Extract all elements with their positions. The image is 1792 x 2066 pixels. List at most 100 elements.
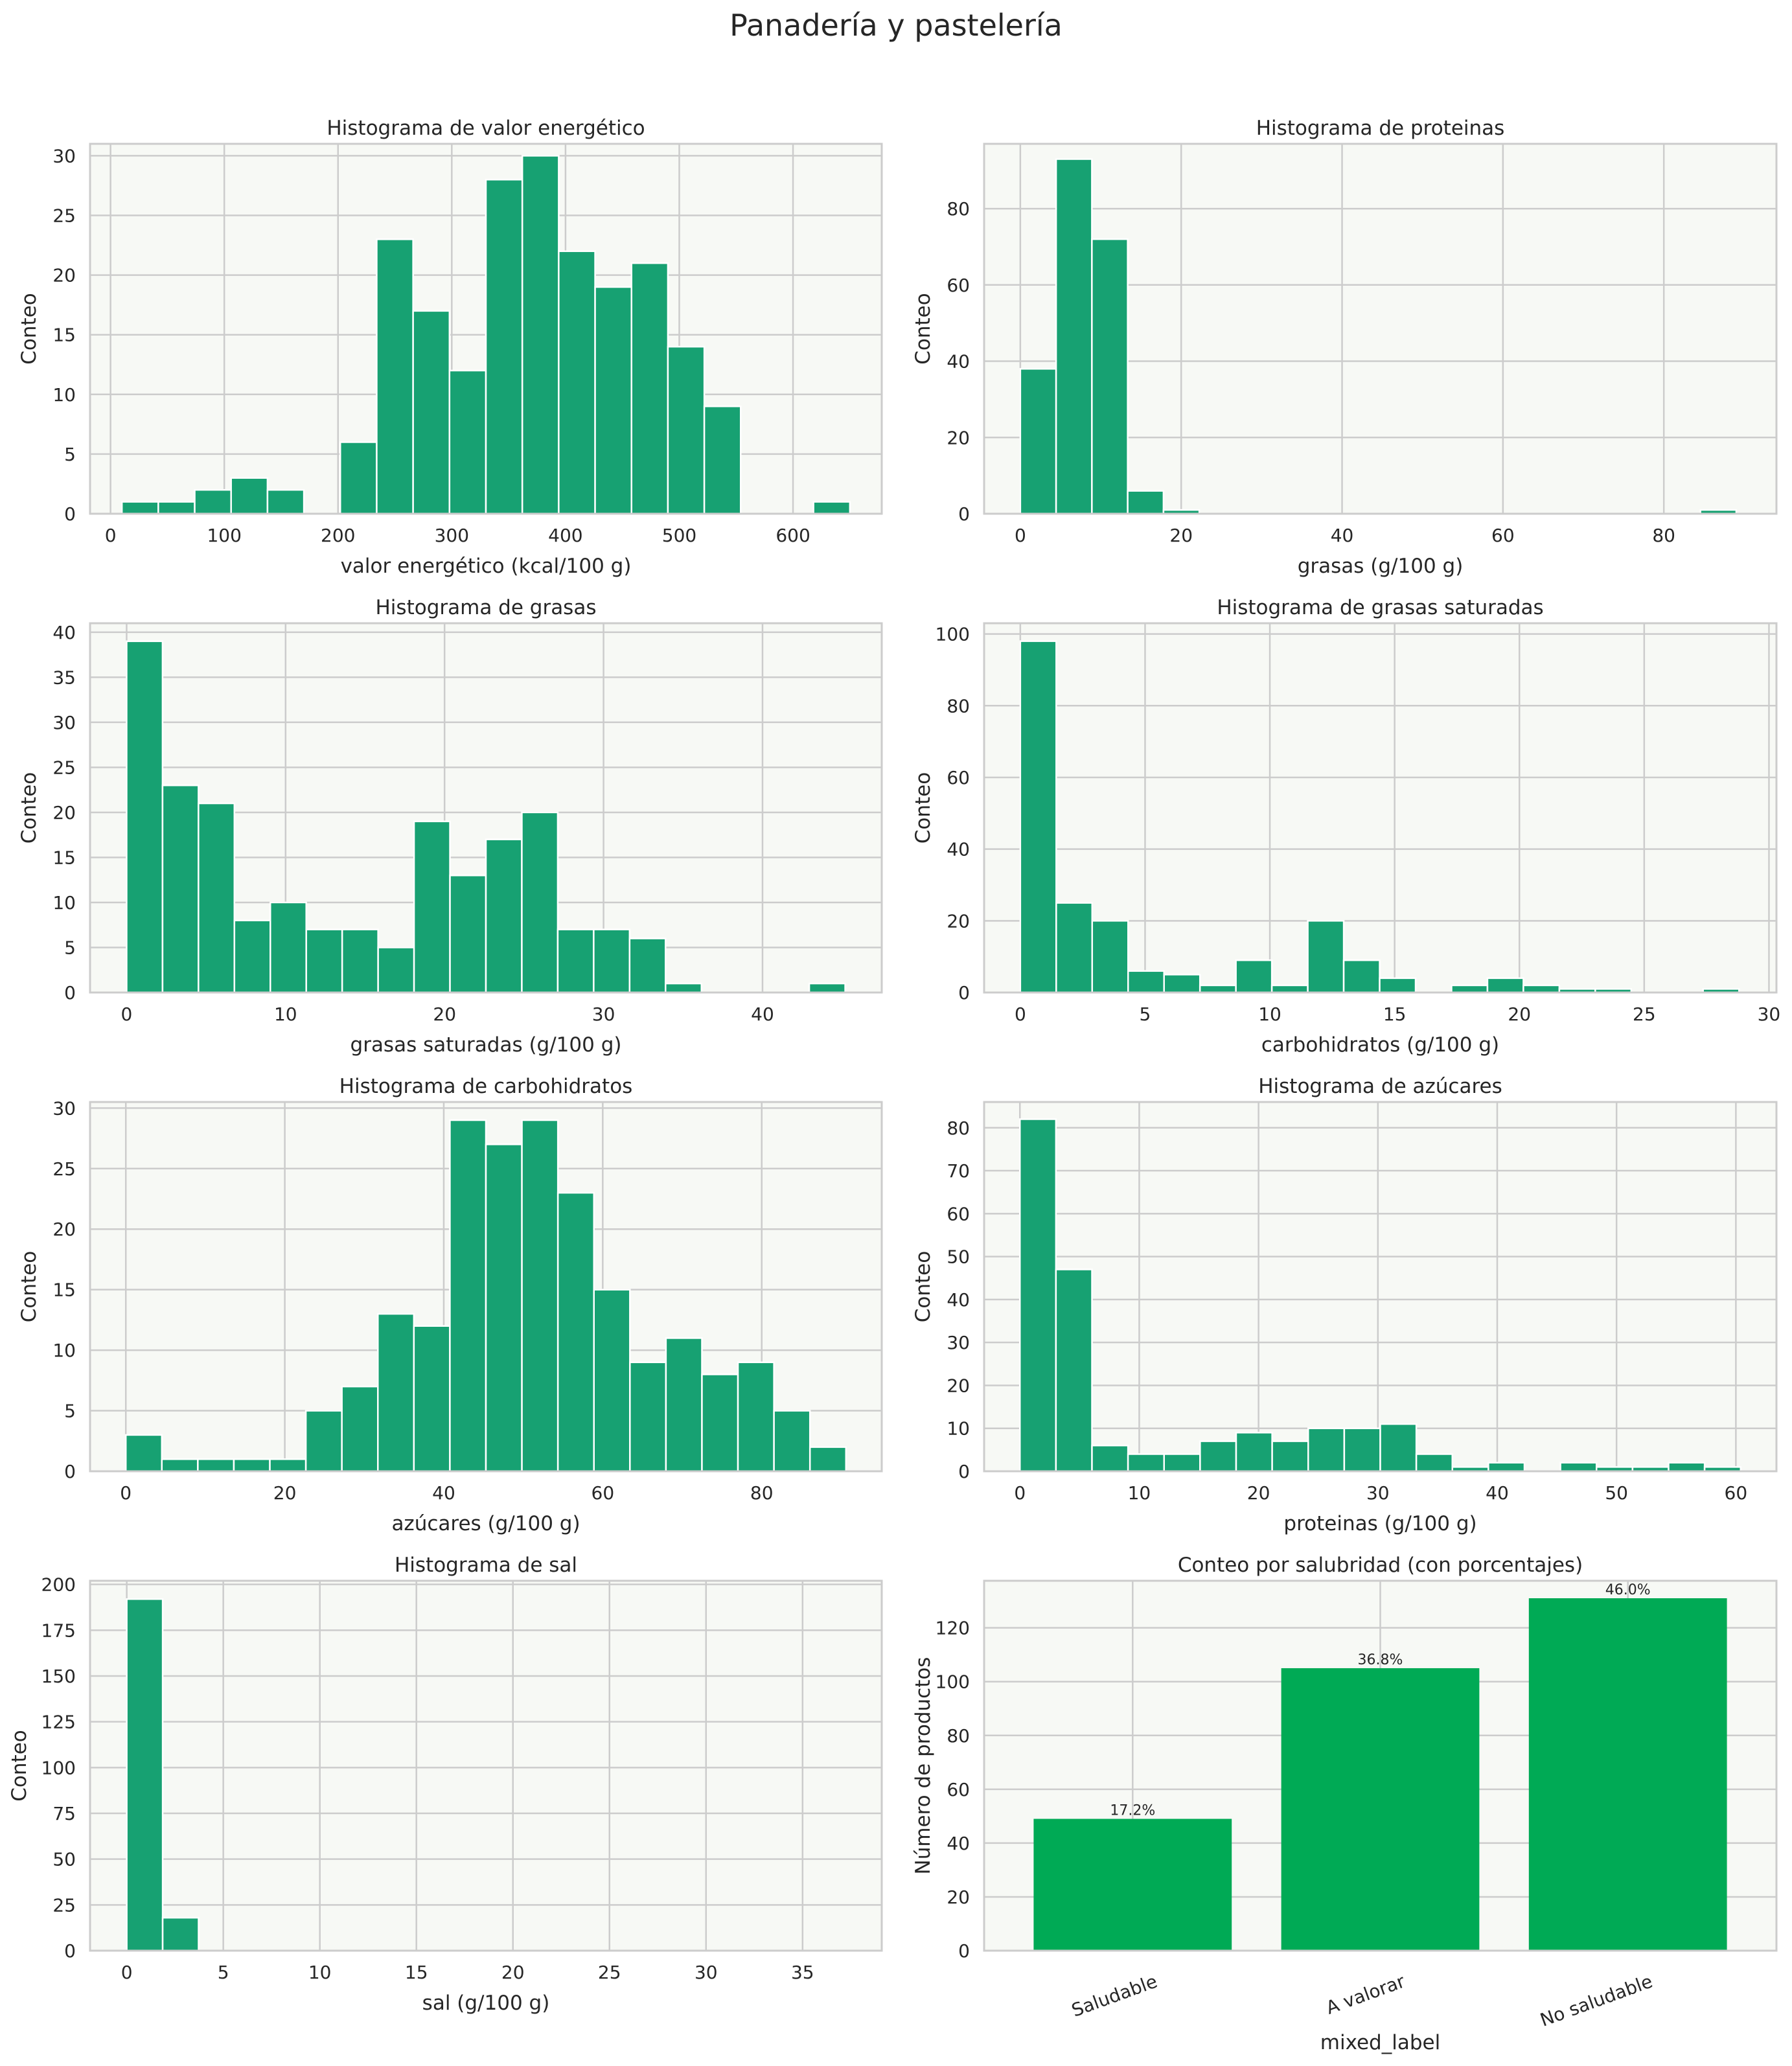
histogram-bar <box>377 1313 415 1473</box>
x-tick-label: 0 <box>1014 1482 1026 1504</box>
histogram-bar <box>557 928 595 994</box>
x-tick-label: 60 <box>1725 1482 1748 1504</box>
y-tick-label: 20 <box>947 910 970 932</box>
x-tick-label: 0 <box>121 1962 133 1983</box>
y-tick-label: 80 <box>947 1725 970 1747</box>
bar-percentage-label: 17.2% <box>1110 1803 1155 1819</box>
histogram-bar <box>809 1446 847 1473</box>
histogram-bar <box>157 501 196 515</box>
y-axis-label: Conteo <box>17 1251 41 1322</box>
axes-frame <box>89 1579 883 1952</box>
histogram-bar <box>485 1143 523 1473</box>
plot-area <box>90 1581 882 1951</box>
histogram-bar <box>413 820 451 994</box>
subplot-title: Histograma de sal <box>395 1554 577 1577</box>
subplot-5: 0 5 10 15 20 25 30 0 20 40 60 80 Histograma de carbo… <box>17 1075 883 1535</box>
x-tick-label: 20 <box>501 1962 525 1983</box>
figure-suptitle: Panadería y pastelería <box>729 8 1063 43</box>
subplot-6: 0 10 20 30 40 50 60 70 80 0 10 20 30 40 50 60 Histograma… <box>912 1075 1778 1535</box>
histogram-bar <box>1451 984 1489 994</box>
axes-frame <box>89 1101 883 1473</box>
x-tick-label: 30 <box>695 1962 718 1983</box>
y-tick-label: 40 <box>52 622 76 643</box>
y-tick-label: 0 <box>64 503 76 525</box>
histogram-bar <box>1199 1440 1237 1473</box>
axes-frame <box>983 143 1778 515</box>
histogram-bar <box>377 947 415 994</box>
x-tick-label: 0 <box>1015 1004 1026 1025</box>
y-tick-label: 0 <box>958 1940 970 1962</box>
histogram-bar <box>304 1410 343 1473</box>
subplot-3: 0 5 10 15 20 25 30 35 40 0 10 20 30 40 Histograma de g… <box>17 596 883 1057</box>
histogram-bar <box>812 501 851 515</box>
x-axis-label: sal (g/100 g) <box>422 1991 550 2015</box>
x-tick-label: 25 <box>1633 1004 1656 1025</box>
histogram-bar <box>1522 984 1561 994</box>
subplot-title: Histograma de carbohidratos <box>339 1075 633 1098</box>
y-tick-label: 75 <box>52 1803 76 1824</box>
y-tick-label: 15 <box>52 325 76 346</box>
y-tick-label: 200 <box>41 1574 76 1596</box>
x-axis-label: azúcares (g/100 g) <box>391 1512 580 1535</box>
histogram-bar <box>593 928 631 994</box>
axes-frame <box>89 143 883 515</box>
histogram-bar <box>341 928 379 994</box>
histogram-bar <box>1668 1462 1706 1473</box>
x-tick-label: 40 <box>432 1482 455 1504</box>
x-tick-label: 20 <box>1247 1482 1270 1504</box>
histogram-bar <box>521 1119 559 1473</box>
histogram-bar <box>339 441 378 515</box>
histogram-bar <box>1342 959 1381 994</box>
histogram-bar <box>1271 1440 1309 1473</box>
x-tick-label: 0 <box>1015 525 1026 546</box>
y-axis-label: Número de productos <box>912 1657 935 1875</box>
subplot-title: Histograma de proteinas <box>1256 117 1505 140</box>
histogram-bar <box>594 286 632 515</box>
axes-frame <box>983 1101 1778 1473</box>
histogram-bar <box>270 901 307 994</box>
y-tick-label: 20 <box>52 1219 76 1240</box>
histogram-bar <box>161 1916 200 1952</box>
x-tick-label: 15 <box>405 1962 428 1983</box>
histogram-bar <box>1127 970 1165 994</box>
x-axis-label: mixed_label <box>1320 2031 1440 2054</box>
x-tick-label: 20 <box>433 1004 456 1025</box>
histogram-bar <box>1415 1453 1453 1473</box>
x-tick-label: 10 <box>1128 1482 1151 1504</box>
histogram-bar <box>1486 977 1524 994</box>
x-tick-label: 300 <box>435 525 469 546</box>
histogram-bar <box>449 875 487 994</box>
x-tick-label: 0 <box>121 1004 133 1025</box>
y-tick-label: 30 <box>52 145 76 166</box>
x-axis-label: carbohidratos (g/100 g) <box>1261 1033 1499 1057</box>
subplot-title: Histograma de valor energético <box>327 117 645 140</box>
histogram-bar <box>665 982 702 994</box>
histogram-bar <box>412 310 451 515</box>
y-tick-label: 20 <box>947 1887 970 1908</box>
histogram-bar <box>1055 902 1094 994</box>
histogram-bar <box>449 1119 487 1473</box>
histogram-bar <box>376 238 414 515</box>
x-tick-label: 80 <box>1652 525 1675 546</box>
histogram-bar <box>198 802 236 994</box>
histogram-bar <box>808 982 846 994</box>
y-tick-label: 25 <box>52 1158 76 1180</box>
x-tick-label: 30 <box>1366 1482 1390 1504</box>
histogram-bar <box>1091 920 1129 994</box>
y-tick-label: 120 <box>936 1618 970 1639</box>
y-tick-label: 5 <box>64 444 76 465</box>
histogram-bar <box>630 262 669 515</box>
histogram-bar <box>194 488 232 515</box>
y-tick-label: 50 <box>947 1246 970 1268</box>
histogram-bar <box>665 1337 703 1473</box>
axes-frame <box>89 622 883 994</box>
y-tick-label: 20 <box>52 802 76 823</box>
x-tick-label: 20 <box>273 1482 297 1504</box>
y-tick-label: 175 <box>41 1620 76 1641</box>
histogram-bar <box>1379 1423 1418 1473</box>
y-tick-label: 5 <box>64 1401 76 1422</box>
y-tick-label: 150 <box>41 1666 76 1687</box>
axes-frame <box>983 622 1778 994</box>
